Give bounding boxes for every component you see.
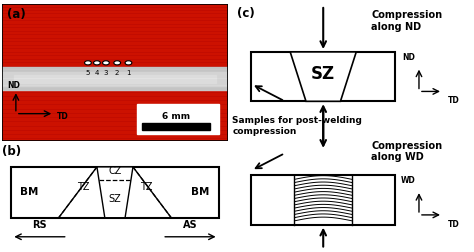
Text: TD: TD — [56, 112, 68, 121]
Bar — [142, 123, 210, 130]
Circle shape — [93, 61, 100, 65]
Text: Compression
along ND: Compression along ND — [371, 10, 442, 31]
Bar — [2, 73, 228, 86]
Text: TD: TD — [447, 96, 459, 105]
Text: (a): (a) — [7, 8, 26, 21]
Bar — [137, 104, 219, 134]
Text: SZ: SZ — [311, 65, 335, 83]
Text: TZ: TZ — [140, 182, 153, 192]
Text: (c): (c) — [237, 8, 255, 20]
Text: (b): (b) — [2, 145, 21, 158]
Text: TZ: TZ — [77, 182, 90, 192]
Text: AS: AS — [183, 220, 198, 230]
Text: Compression
along WD: Compression along WD — [371, 141, 442, 163]
Text: ND: ND — [402, 53, 415, 62]
Text: 5: 5 — [86, 70, 90, 76]
Text: SZ: SZ — [109, 194, 121, 204]
Text: 2: 2 — [115, 70, 119, 76]
Polygon shape — [290, 52, 356, 101]
Bar — [2, 89, 228, 141]
Bar — [2, 4, 228, 68]
Text: BM: BM — [191, 187, 210, 197]
Text: ND: ND — [7, 81, 20, 89]
Bar — [14, 75, 216, 83]
Text: 1: 1 — [126, 70, 131, 76]
Text: CZ: CZ — [108, 167, 122, 176]
Circle shape — [84, 61, 91, 65]
Text: 3: 3 — [104, 70, 108, 76]
Text: BM: BM — [20, 187, 38, 197]
Circle shape — [125, 61, 132, 65]
Text: RS: RS — [32, 220, 47, 230]
Bar — [251, 52, 395, 101]
Bar — [251, 175, 395, 225]
Circle shape — [102, 61, 109, 65]
Circle shape — [114, 61, 120, 65]
Text: WD: WD — [401, 176, 415, 185]
Text: TD: TD — [447, 220, 459, 229]
Bar — [11, 167, 219, 218]
Text: 4: 4 — [95, 70, 99, 76]
Bar — [2, 67, 228, 90]
Text: Samples for post-welding
compression: Samples for post-welding compression — [232, 116, 362, 136]
Polygon shape — [97, 167, 133, 218]
Text: 6 mm: 6 mm — [162, 112, 190, 120]
